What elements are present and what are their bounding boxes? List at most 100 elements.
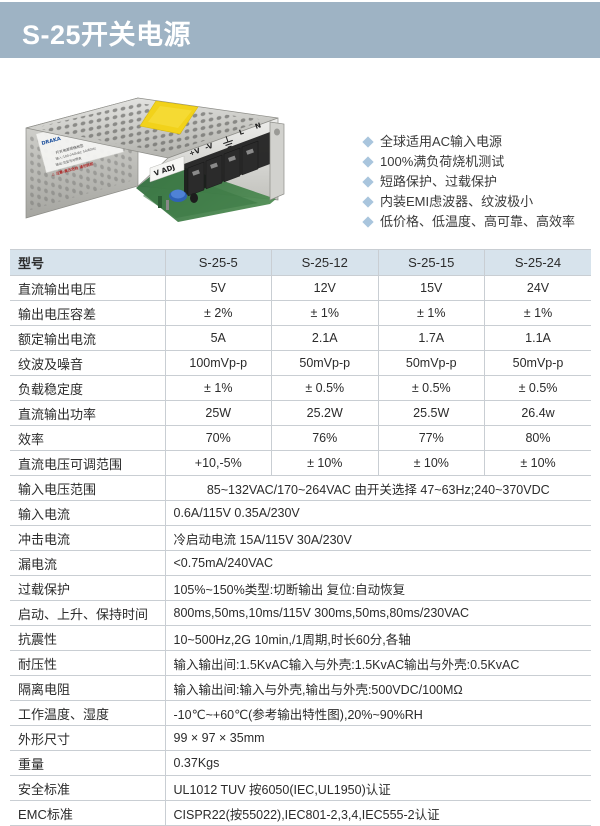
spec-value-merged: 800ms,50ms,10ms/115V 300ms,50ms,80ms/230… (165, 600, 591, 626)
spec-label: 直流输出电压 (10, 275, 166, 301)
table-header-model: S-25-12 (271, 249, 379, 276)
spec-label: 输出电压容差 (10, 300, 166, 326)
feature-label: 短路保护、过载保护 (380, 174, 498, 189)
table-row: 重量 0.37Kgs (10, 750, 591, 776)
table-row: 额定输出电流 5A 2.1A 1.7A 1.1A (10, 325, 591, 351)
spec-value: ± 10% (484, 450, 591, 476)
spec-label: 纹波及噪音 (10, 350, 166, 376)
feature-item: 内装EMI虑波器、纹波极小 (362, 192, 598, 211)
svg-text:输出:见型号对照表: 输出:见型号对照表 (55, 155, 83, 167)
page-title: S-25开关电源 (22, 20, 192, 50)
feature-label: 低价格、低温度、高可靠、高效率 (380, 214, 576, 229)
feature-item: 短路保护、过载保护 (362, 172, 598, 191)
feature-label: 内装EMI虑波器、纹波极小 (380, 194, 534, 209)
spec-value-merged: 85~132VAC/170~264VAC 由开关选择 47~63Hz;240~3… (165, 475, 591, 501)
specification-table: 型号 S-25-5 S-25-12 S-25-15 S-25-24 直流输出电压 5V 12V… (10, 249, 591, 826)
spec-label: 输入电流 (10, 500, 166, 526)
spec-label: 直流电压可调范围 (10, 450, 166, 476)
spec-value: 50mVp-p (271, 350, 379, 376)
feature-item: 全球适用AC输入电源 (362, 132, 598, 151)
diamond-bullet-icon (362, 215, 374, 228)
spec-label: 效率 (10, 425, 166, 451)
svg-text:-V: -V (204, 142, 215, 152)
spec-label: 冲击电流 (10, 525, 166, 551)
spec-value: 80% (484, 425, 591, 451)
diamond-bullet-icon (362, 175, 374, 188)
table-row: EMC标准 CISPR22(按55022),IEC801-2,3,4,IEC555… (10, 800, 591, 826)
spec-label: 工作温度、湿度 (10, 700, 166, 726)
spec-value: +10,-5% (165, 450, 272, 476)
table-row: 漏电流 <0.75mA/240VAC (10, 550, 591, 576)
spec-value-merged: -10℃~+60℃(参考输出特性图),20%~90%RH (165, 700, 591, 726)
table-row: 效率 70% 76% 77% 80% (10, 425, 591, 451)
diamond-bullet-icon (362, 195, 374, 208)
feature-list: 全球适用AC输入电源 100%满负荷烧机测试 短路保护、过载保护 内装EMI虑波… (362, 132, 598, 232)
table-header-label: 型号 (10, 249, 166, 276)
spec-value-merged: 0.37Kgs (165, 750, 591, 776)
table-row: 抗震性 10~500Hz,2G 10min,/1周期,时长60分,各轴 (10, 625, 591, 651)
mounting-flange (269, 121, 285, 201)
table-header-row: 型号 S-25-5 S-25-12 S-25-15 S-25-24 (10, 249, 591, 276)
spec-value: 26.4w (484, 400, 591, 426)
svg-text:N: N (254, 121, 262, 131)
spec-label: 漏电流 (10, 550, 166, 576)
spec-value: ± 10% (271, 450, 379, 476)
spec-label: 重量 (10, 750, 166, 776)
page-header-bar: S-25开关电源 (0, 2, 600, 58)
spec-value: 70% (165, 425, 272, 451)
table-row: 外形尺寸 99 × 97 × 35mm (10, 725, 591, 751)
spec-value-merged: CISPR22(按55022),IEC801-2,3,4,IEC555-2认证 (165, 800, 591, 826)
table-row: 负载稳定度 ± 1% ± 0.5% ± 0.5% ± 0.5% (10, 375, 591, 401)
spec-value: 24V (484, 275, 591, 301)
spec-value: 77% (378, 425, 485, 451)
spec-value: ± 1% (484, 300, 591, 326)
table-row: 工作温度、湿度 -10℃~+60℃(参考输出特性图),20%~90%RH (10, 700, 591, 726)
spec-label: 安全标准 (10, 775, 166, 801)
table-row: 安全标准 UL1012 TUV 按6050(IEC,UL1950)认证 (10, 775, 591, 801)
spec-label: 外形尺寸 (10, 725, 166, 751)
table-row: 输入电流 0.6A/115V 0.35A/230V (10, 500, 591, 526)
spec-label: 输入电压范围 (10, 475, 166, 501)
spec-value: ± 1% (271, 300, 379, 326)
table-row: 隔离电阻 输入输出间:输入与外壳,输出与外壳:500VDC/100MΩ (10, 675, 591, 701)
spec-value: 15V (378, 275, 485, 301)
table-header-model: S-25-5 (165, 249, 272, 276)
spec-value: ± 1% (378, 300, 485, 326)
spec-value: 50mVp-p (378, 350, 485, 376)
product-photo: DRAKA 开关电源规格标签 输入:100-240VAC 50/60Hz 输出:… (8, 72, 328, 244)
enclosure-front-face: V ADJ +V -V L N (136, 117, 279, 222)
spec-value: 5A (165, 325, 272, 351)
spec-value-merged: 输入输出间:输入与外壳,输出与外壳:500VDC/100MΩ (165, 675, 591, 701)
spec-value: 50mVp-p (484, 350, 591, 376)
spec-label: 负载稳定度 (10, 375, 166, 401)
enclosure-top-panel (25, 97, 279, 159)
spec-value: 12V (271, 275, 379, 301)
table-row: 直流输出功率 25W 25.2W 25.5W 26.4w (10, 400, 591, 426)
spec-value-merged: <0.75mA/240VAC (165, 550, 591, 576)
spec-value-merged: 冷启动电流 15A/115V 30A/230V (165, 525, 591, 551)
spec-value-merged: 99 × 97 × 35mm (165, 725, 591, 751)
svg-text:+V: +V (188, 146, 202, 157)
spec-label: 额定输出电流 (10, 325, 166, 351)
spec-value: ± 0.5% (484, 375, 591, 401)
spec-value: ± 10% (378, 450, 485, 476)
feature-label: 100%满负荷烧机测试 (380, 154, 505, 169)
spec-value: 25W (165, 400, 272, 426)
spec-value: ± 0.5% (271, 375, 379, 401)
spec-value-merged: 10~500Hz,2G 10min,/1周期,时长60分,各轴 (165, 625, 591, 651)
diamond-bullet-icon (362, 155, 374, 168)
table-row: 过载保护 105%~150%类型:切断输出 复位:自动恢复 (10, 575, 591, 601)
spec-value: ± 1% (165, 375, 272, 401)
spec-value: 1.1A (484, 325, 591, 351)
spec-value-merged: 0.6A/115V 0.35A/230V (165, 500, 591, 526)
spec-label: 隔离电阻 (10, 675, 166, 701)
spec-value-merged: 输入输出间:1.5KvAC输入与外壳:1.5KvAC输出与外壳:0.5KvAC (165, 650, 591, 676)
table-row: 启动、上升、保持时间 800ms,50ms,10ms/115V 300ms,50m… (10, 600, 591, 626)
table-row: 冲击电流 冷启动电流 15A/115V 30A/230V (10, 525, 591, 551)
spec-value: 25.2W (271, 400, 379, 426)
spec-label: 启动、上升、保持时间 (10, 600, 166, 626)
spec-value: 1.7A (378, 325, 485, 351)
spec-label: 直流输出功率 (10, 400, 166, 426)
table-row: 纹波及噪音 100mVp-p 50mVp-p 50mVp-p 50mVp-p (10, 350, 591, 376)
product-photo-svg: DRAKA 开关电源规格标签 输入:100-240VAC 50/60Hz 输出:… (25, 97, 285, 222)
